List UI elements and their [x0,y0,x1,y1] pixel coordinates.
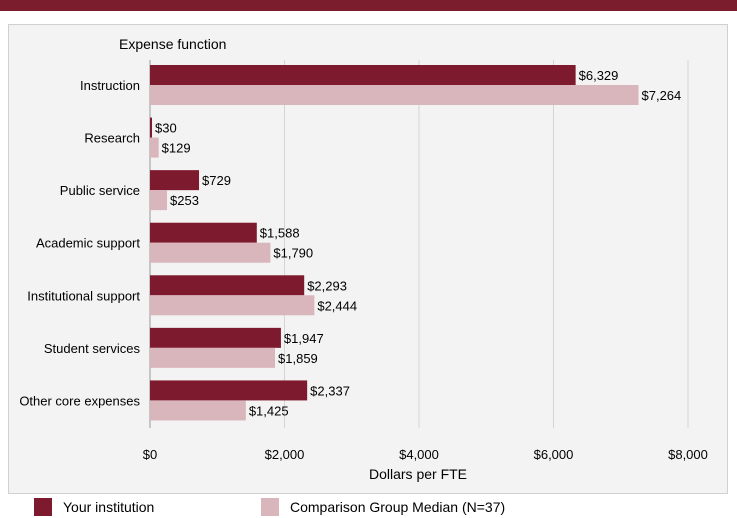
legend-swatch-median [261,498,279,516]
x-tick-label: $8,000 [668,447,708,462]
bar [150,242,271,263]
bar [150,222,257,243]
x-tick-label: $6,000 [534,447,574,462]
legend: Your institution Comparison Group Median… [0,494,737,518]
category-label: Other core expenses [19,393,140,408]
bar [150,85,639,105]
legend-label-median: Comparison Group Median (N=37) [290,499,506,515]
data-label: $1,859 [278,351,318,366]
bar [150,190,168,211]
x-tick-label: $2,000 [265,447,305,462]
bar [150,347,276,368]
data-label: $2,444 [317,298,357,313]
legend-swatch-institution [34,498,52,516]
top-brand-rule [0,0,737,11]
x-tick-label: $0 [143,447,157,462]
data-labels: $6,329 $7,264 $30 $129 $729$253 $1,588 $1,790 $… [155,68,681,418]
data-label: $30 [155,121,177,136]
bar [150,275,305,296]
legend-item-median: Comparison Group Median (N=37) [261,498,505,516]
bar [150,117,153,138]
x-axis-title: Dollars per FTE [369,466,467,482]
data-label: $1,425 [249,403,289,418]
category-labels: Instruction Research Public service Academi… [19,78,140,408]
data-label: $1,588 [260,226,300,241]
data-label: $1,790 [273,246,313,261]
category-label: Instruction [80,78,140,93]
data-label: $253 [170,193,199,208]
data-label: $2,293 [307,278,347,293]
expense-chart: Expense function $6,329 $7,264 $30 $129 $729… [19,36,708,482]
bar [150,380,308,401]
data-label: $6,329 [579,68,619,83]
category-label: Student services [44,341,141,356]
category-axis-title: Expense function [119,36,226,52]
legend-label-institution: Your institution [63,499,155,515]
category-label: Research [84,131,140,146]
data-label: $2,337 [310,383,350,398]
bar [150,327,281,348]
bar [150,170,200,191]
category-label: Public service [60,183,140,198]
data-label: $729 [202,173,231,188]
bar [150,400,246,421]
bar [150,295,315,316]
bar [150,137,159,158]
category-label: Institutional support [27,288,140,303]
data-label: $7,264 [642,88,682,103]
x-tick-label: $4,000 [399,447,439,462]
category-label: Academic support [36,236,140,251]
bar [150,65,576,85]
x-tick-labels: $0 $2,000 $4,000 $6,000 $8,000 [143,447,708,462]
legend-item-institution: Your institution [34,498,154,516]
data-label: $1,947 [284,331,324,346]
bars [150,65,639,421]
data-label: $129 [162,141,191,156]
